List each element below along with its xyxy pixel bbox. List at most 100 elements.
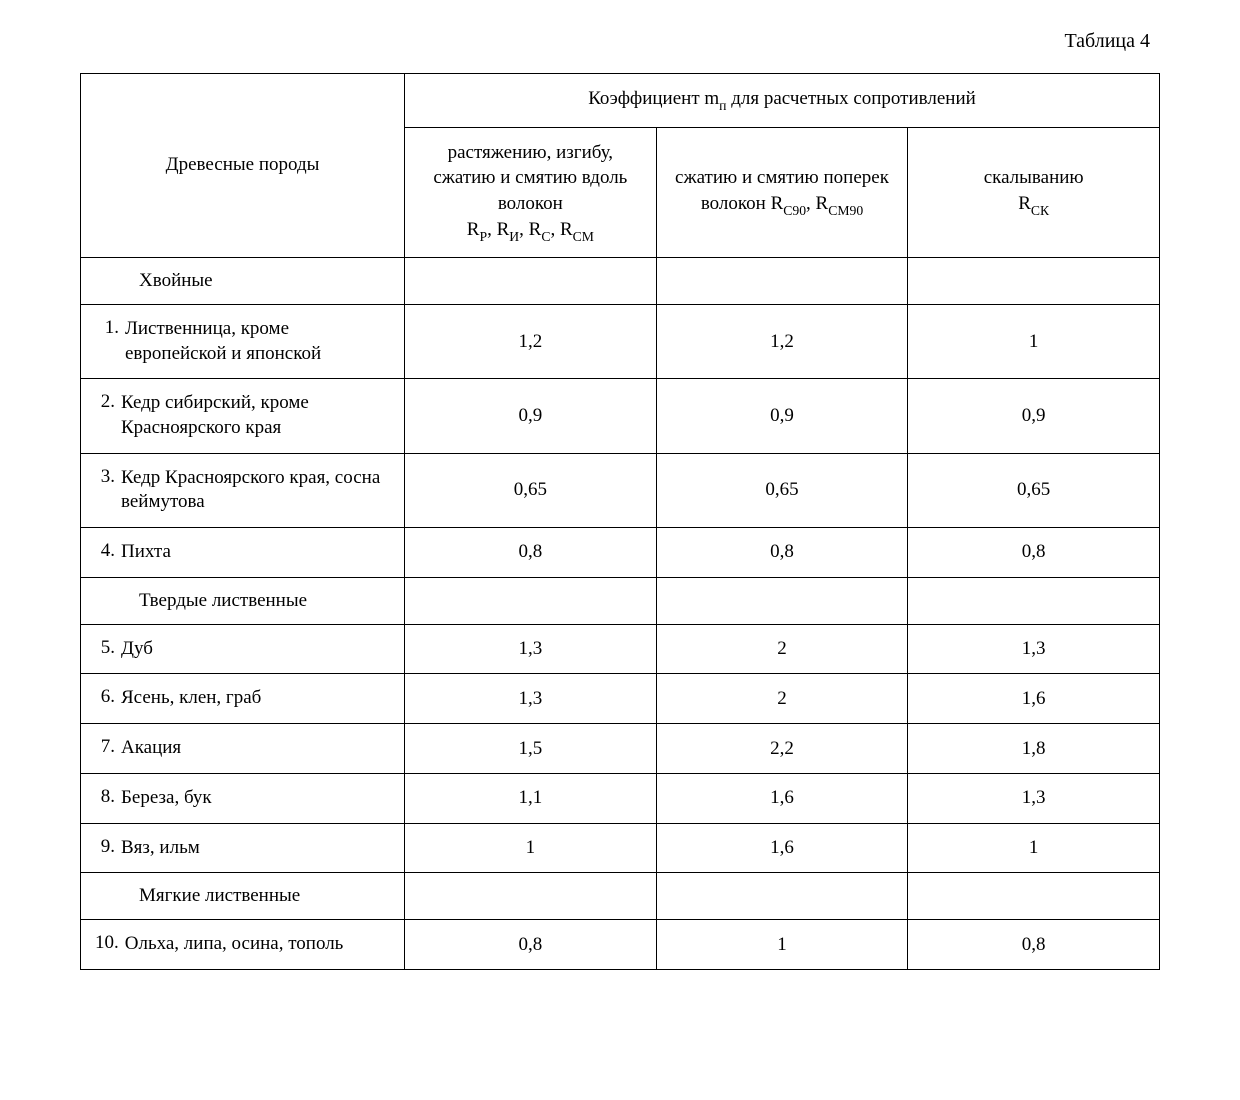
table-body: Хвойные 1. Лиственница, кроме европейско… [81,257,1160,969]
header-col3-l1: скалыванию [984,167,1084,188]
value-cell: 0,65 [656,453,908,527]
species-name: Лиственница, кроме европейской и японско… [125,317,390,366]
value-cell: 0,65 [405,453,657,527]
row-number: 2. [95,391,115,413]
species-cell: 8. Береза, бук [81,773,405,823]
species-cell: 2. Кедр сибирский, кроме Красноярского к… [81,379,405,453]
value-cell: 1 [908,823,1160,873]
value-cell: 0,8 [908,528,1160,578]
group-label: Хвойные [95,270,390,292]
value-cell: 0,8 [405,920,657,970]
value-cell: 2 [656,674,908,724]
header-col1-l2: RР, RИ, RС, RСМ [467,219,594,240]
value-cell: 1,3 [405,674,657,724]
empty-cell [908,577,1160,624]
table-row: 5. Дуб 1,3 2 1,3 [81,624,1160,674]
row-number: 7. [95,736,115,758]
header-col3: скалыванию RСК [908,127,1160,257]
empty-cell [656,873,908,920]
species-cell: 3. Кедр Красноярского края, сосна веймут… [81,453,405,527]
table-row: 9. Вяз, ильм 1 1,6 1 [81,823,1160,873]
header-col1: растяжению, изгибу, сжатию и смятию вдол… [405,127,657,257]
empty-cell [405,873,657,920]
empty-cell [656,577,908,624]
table-row: 1. Лиственница, кроме европейской и япон… [81,304,1160,378]
table-row: 7. Акация 1,5 2,2 1,8 [81,724,1160,774]
header-col2: сжатию и смятию поперек волокон RС90, RС… [656,127,908,257]
table-row: 3. Кедр Красноярского края, сосна веймут… [81,453,1160,527]
value-cell: 1 [908,304,1160,378]
header-col3-l2: RСК [1018,193,1049,214]
row-number: 10. [95,932,119,954]
table-caption: Таблица 4 [80,30,1160,53]
value-cell: 0,9 [656,379,908,453]
row-number: 5. [95,637,115,659]
species-cell: 4. Пихта [81,528,405,578]
table-row: 8. Береза, бук 1,1 1,6 1,3 [81,773,1160,823]
header-col2-l1: сжатию и смятию поперек волокон RС90, RС… [675,167,889,214]
value-cell: 1 [656,920,908,970]
empty-cell [405,577,657,624]
species-cell: 5. Дуб [81,624,405,674]
species-name: Вяз, ильм [121,836,200,861]
table-row: 10. Ольха, липа, осина, тополь 0,8 1 0,8 [81,920,1160,970]
value-cell: 0,8 [908,920,1160,970]
row-number: 6. [95,686,115,708]
species-name: Ольха, липа, осина, тополь [125,932,344,957]
value-cell: 1,3 [908,773,1160,823]
value-cell: 1,5 [405,724,657,774]
species-cell: 10. Ольха, липа, осина, тополь [81,920,405,970]
header-row-1: Древесные породы Коэффициент mп для расч… [81,74,1160,128]
species-name: Кедр сибирский, кроме Красноярского края [121,391,390,440]
row-number: 4. [95,540,115,562]
group-cell: Хвойные [81,257,405,304]
table-row: Мягкие лиственные [81,873,1160,920]
value-cell: 1,2 [405,304,657,378]
value-cell: 1,3 [908,624,1160,674]
species-cell: 7. Акация [81,724,405,774]
value-cell: 1,1 [405,773,657,823]
header-species: Древесные породы [81,74,405,258]
row-number: 3. [95,466,115,488]
table-row: 2. Кедр сибирский, кроме Красноярского к… [81,379,1160,453]
coefficients-table: Древесные породы Коэффициент mп для расч… [80,73,1160,970]
empty-cell [908,257,1160,304]
group-label: Твердые лиственные [95,590,390,612]
table-row: 4. Пихта 0,8 0,8 0,8 [81,528,1160,578]
value-cell: 1,6 [908,674,1160,724]
species-name: Кедр Красноярского края, сосна веймутова [121,466,390,515]
header-coefficient-text: Коэффициент mп для расчетных сопротивлен… [588,88,976,109]
value-cell: 1 [405,823,657,873]
value-cell: 2 [656,624,908,674]
species-cell: 1. Лиственница, кроме европейской и япон… [81,304,405,378]
header-coefficient: Коэффициент mп для расчетных сопротивлен… [405,74,1160,128]
value-cell: 0,8 [656,528,908,578]
table-row: 6. Ясень, клен, граб 1,3 2 1,6 [81,674,1160,724]
species-name: Акация [121,736,181,761]
group-cell: Твердые лиственные [81,577,405,624]
value-cell: 0,8 [405,528,657,578]
value-cell: 0,9 [908,379,1160,453]
value-cell: 1,6 [656,823,908,873]
empty-cell [908,873,1160,920]
value-cell: 1,6 [656,773,908,823]
value-cell: 2,2 [656,724,908,774]
row-number: 1. [95,317,119,339]
row-number: 8. [95,786,115,808]
value-cell: 0,65 [908,453,1160,527]
species-name: Ясень, клен, граб [121,686,261,711]
row-number: 9. [95,836,115,858]
value-cell: 0,9 [405,379,657,453]
value-cell: 1,2 [656,304,908,378]
species-name: Береза, бук [121,786,212,811]
empty-cell [656,257,908,304]
table-row: Хвойные [81,257,1160,304]
empty-cell [405,257,657,304]
species-cell: 6. Ясень, клен, граб [81,674,405,724]
species-name: Пихта [121,540,171,565]
species-name: Дуб [121,637,153,662]
value-cell: 1,8 [908,724,1160,774]
species-cell: 9. Вяз, ильм [81,823,405,873]
table-row: Твердые лиственные [81,577,1160,624]
value-cell: 1,3 [405,624,657,674]
